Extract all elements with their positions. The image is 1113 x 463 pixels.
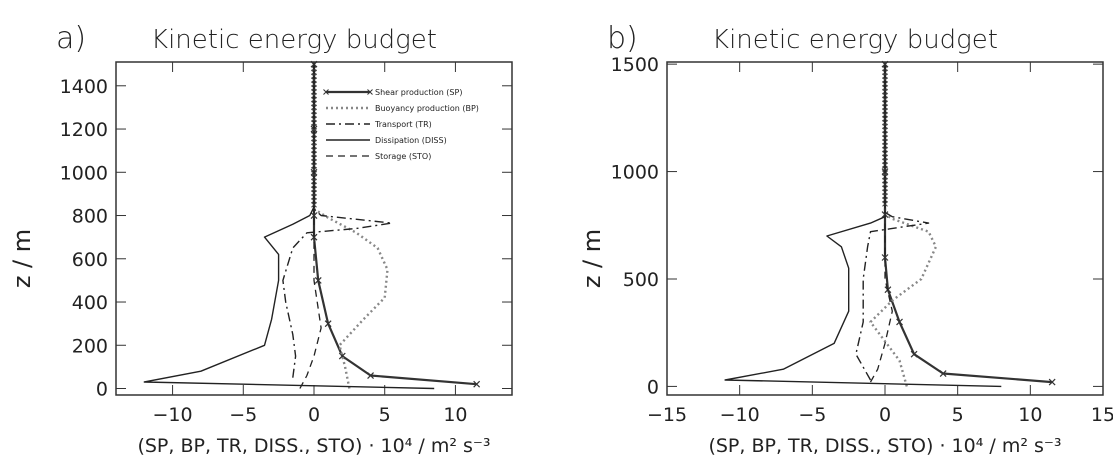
x-tick-label: 0 — [879, 404, 891, 426]
data-point-marker — [310, 212, 318, 219]
x-tick-label: 10 — [443, 404, 467, 426]
series-line-dashed — [299, 64, 322, 389]
data-point-marker — [338, 352, 346, 360]
series-line-dashed — [869, 64, 893, 383]
x-tick-label: −5 — [229, 404, 257, 426]
x-axis-label: (SP, BP, TR, DISS., STO) · 10⁴ / m² s⁻³ — [137, 435, 490, 457]
x-tick-label: −10 — [153, 404, 193, 426]
y-axis-label: z / m — [8, 229, 36, 288]
legend-label: Storage (STO) — [375, 152, 431, 161]
x-axis-label: (SP, BP, TR, DISS., STO) · 10⁴ / m² s⁻³ — [708, 435, 1061, 457]
x-tick-label: −15 — [647, 404, 687, 426]
series-line-solid-marker — [883, 64, 1053, 384]
legend-marker — [323, 89, 329, 95]
data-point-marker — [881, 254, 889, 261]
y-tick-label: 500 — [623, 269, 659, 291]
panel-label: a) — [56, 21, 86, 56]
x-tick-label: −10 — [720, 404, 760, 426]
data-point-marker — [939, 370, 947, 377]
y-tick-label: 1000 — [611, 162, 659, 184]
data-point-marker — [1048, 378, 1056, 386]
legend-label: Buoyancy production (BP) — [375, 104, 479, 113]
y-tick-label: 1000 — [60, 162, 108, 184]
legend-label: Dissipation (DISS) — [375, 136, 447, 145]
data-point-marker — [910, 350, 918, 358]
y-tick-label: 1400 — [60, 76, 108, 98]
x-tick-label: 0 — [308, 404, 320, 426]
series-line-solid — [143, 64, 435, 390]
x-tick-label: 15 — [1091, 404, 1113, 426]
y-tick-label: 0 — [96, 379, 108, 401]
y-axis-label: z / m — [578, 229, 606, 288]
data-point-marker — [314, 276, 322, 284]
panel-label: b) — [607, 21, 638, 56]
data-point-marker — [324, 320, 332, 328]
series-line-solid — [724, 64, 1002, 388]
chart-title: Kinetic energy budget — [712, 25, 998, 55]
y-tick-label: 1200 — [60, 119, 108, 141]
y-tick-label: 600 — [72, 249, 108, 271]
legend-label: Transport (TR) — [374, 120, 432, 129]
legend-label: Shear production (SP) — [375, 88, 462, 97]
x-tick-label: −5 — [798, 404, 826, 426]
y-tick-label: 1500 — [611, 54, 659, 76]
data-point-marker — [310, 233, 318, 241]
y-tick-label: 200 — [72, 335, 108, 357]
data-point-marker — [896, 318, 903, 326]
series-line-dotted — [869, 64, 938, 387]
data-point-marker — [473, 380, 481, 388]
x-tick-label: 10 — [1018, 404, 1042, 426]
data-point-marker — [367, 372, 374, 379]
y-tick-label: 400 — [72, 292, 108, 314]
series-line-dashdot — [855, 64, 930, 381]
legend-marker — [367, 89, 373, 95]
series-line-dotted — [312, 64, 389, 389]
y-tick-label: 0 — [647, 376, 659, 398]
series-line-dashdot — [282, 64, 393, 378]
chart-title: Kinetic energy budget — [151, 25, 437, 55]
x-tick-label: 5 — [952, 404, 964, 426]
x-tick-label: 5 — [379, 404, 391, 426]
y-tick-label: 800 — [72, 206, 108, 228]
